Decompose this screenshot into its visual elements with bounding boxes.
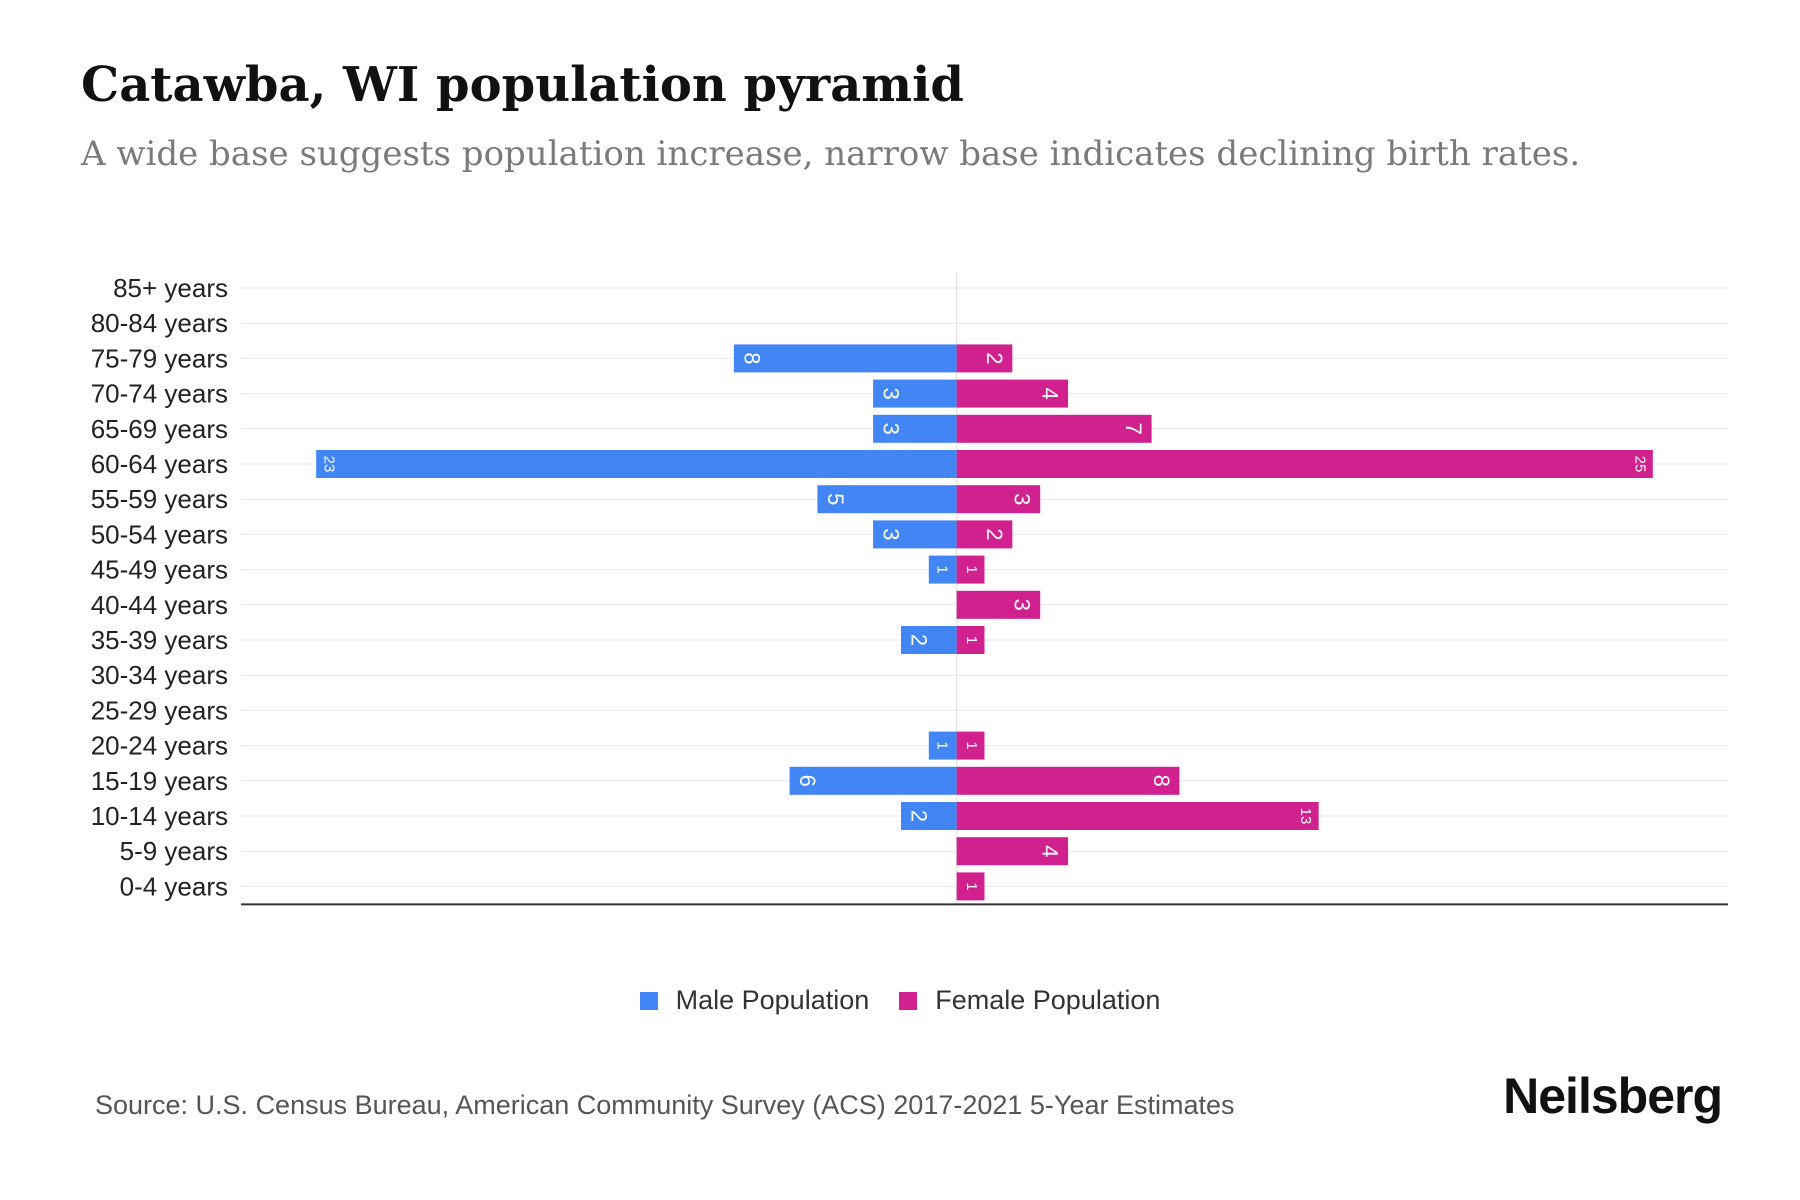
category-label: 50-54 years xyxy=(91,519,228,549)
category-label: 5-9 years xyxy=(120,836,228,866)
category-label: 20-24 years xyxy=(91,731,228,761)
category-label: 15-19 years xyxy=(91,766,228,796)
value-label-male: 2 xyxy=(906,810,931,822)
bar-male[interactable] xyxy=(928,555,957,584)
value-label-male: 1 xyxy=(933,565,950,573)
bar-female[interactable] xyxy=(956,379,1069,408)
bar-female[interactable] xyxy=(956,731,985,760)
category-label: 80-84 years xyxy=(91,308,228,338)
category-label: 10-14 years xyxy=(91,801,228,831)
category-label: 0-4 years xyxy=(120,871,228,901)
bar-male[interactable] xyxy=(873,414,957,443)
value-label-female: 1 xyxy=(963,565,980,573)
bar-male[interactable] xyxy=(733,344,957,373)
value-label-female: 4 xyxy=(1038,387,1063,399)
value-label-male: 23 xyxy=(321,456,338,473)
category-label: 75-79 years xyxy=(91,343,228,373)
value-label-female: 13 xyxy=(1297,808,1314,825)
value-label-male: 2 xyxy=(906,634,931,646)
value-label-male: 5 xyxy=(823,493,848,505)
value-label-male: 3 xyxy=(879,528,904,540)
legend-label-male: Male Population xyxy=(675,985,870,1015)
value-label-female: 4 xyxy=(1038,845,1063,857)
bar-female[interactable] xyxy=(956,802,1319,830)
female-swatch-icon xyxy=(899,991,918,1010)
value-label-female: 25 xyxy=(1631,456,1648,473)
category-labels: 85+ years 80-84 years 75-79 years 70-74 yea… xyxy=(91,273,228,901)
bar-female[interactable] xyxy=(956,555,985,584)
bar-male[interactable] xyxy=(873,379,957,408)
bar-male[interactable] xyxy=(817,485,957,514)
category-label: 60-64 years xyxy=(91,449,228,479)
bar-female[interactable] xyxy=(956,485,1041,514)
legend-item-female[interactable]: Female Population xyxy=(899,985,1160,1016)
category-label: 35-39 years xyxy=(91,625,228,655)
category-label: 25-29 years xyxy=(91,695,228,725)
bar-female[interactable] xyxy=(956,872,985,901)
value-label-male: 3 xyxy=(879,423,904,435)
chart-subtitle: A wide base suggests population increase… xyxy=(81,134,1581,174)
category-label: 65-69 years xyxy=(91,414,228,444)
bar-female[interactable] xyxy=(956,626,985,654)
brand-logo: Neilsberg xyxy=(1503,1068,1723,1124)
category-label: 55-59 years xyxy=(91,484,228,514)
bar-male[interactable] xyxy=(900,626,957,654)
bar-female[interactable] xyxy=(956,766,1180,795)
value-label-male: 6 xyxy=(795,775,820,787)
value-label-male: 1 xyxy=(933,741,950,749)
bar-male[interactable] xyxy=(873,520,957,549)
value-label-female: 3 xyxy=(1010,599,1035,611)
value-label-female: 8 xyxy=(1149,775,1174,787)
value-label-female: 1 xyxy=(963,741,980,749)
category-label: 85+ years xyxy=(113,273,228,303)
source-note: Source: U.S. Census Bureau, American Com… xyxy=(95,1090,1235,1120)
male-swatch-icon xyxy=(639,991,658,1010)
chart-title: Catawba, WI population pyramid xyxy=(81,57,964,113)
bar-female[interactable] xyxy=(956,520,1013,549)
bar-female[interactable] xyxy=(956,414,1152,443)
legend-item-male[interactable]: Male Population xyxy=(639,985,870,1016)
value-label-female: 2 xyxy=(982,352,1007,364)
bar-male[interactable] xyxy=(928,731,957,760)
legend-label-female: Female Population xyxy=(935,985,1161,1015)
bar-female[interactable] xyxy=(956,450,1653,478)
bar-male[interactable] xyxy=(900,802,957,830)
category-label: 30-34 years xyxy=(91,660,228,690)
value-label-male: 3 xyxy=(879,387,904,399)
bar-female[interactable] xyxy=(956,344,1013,373)
category-label: 70-74 years xyxy=(91,379,228,409)
value-label-male: 8 xyxy=(739,352,764,364)
value-label-female: 1 xyxy=(963,882,980,890)
bar-male[interactable] xyxy=(316,450,957,478)
category-label: 40-44 years xyxy=(91,590,228,620)
value-label-female: 2 xyxy=(982,528,1007,540)
value-label-female: 1 xyxy=(963,636,980,644)
legend: Male Population Female Population xyxy=(0,985,1800,1016)
bar-female[interactable] xyxy=(956,837,1069,866)
value-label-female: 7 xyxy=(1121,423,1146,435)
value-label-female: 3 xyxy=(1010,493,1035,505)
category-label: 45-49 years xyxy=(91,555,228,585)
bar-male[interactable] xyxy=(789,766,957,795)
bar-female[interactable] xyxy=(956,590,1041,619)
